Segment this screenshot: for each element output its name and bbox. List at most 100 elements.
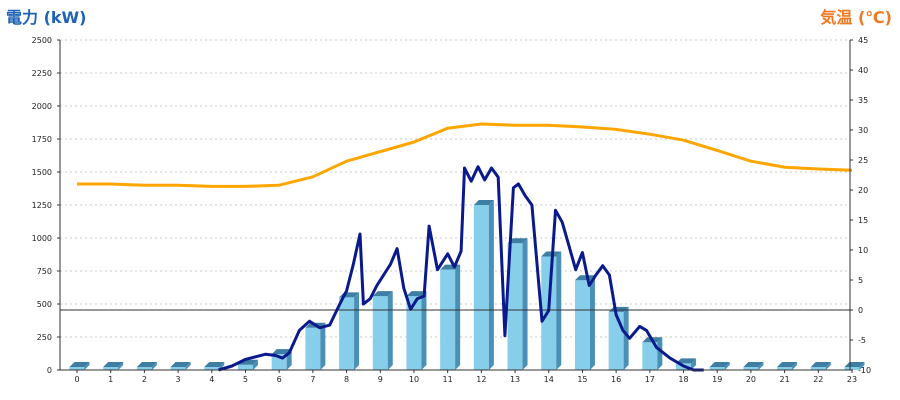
left-tick-label: 500 <box>37 300 52 309</box>
power-bar-side <box>252 359 258 370</box>
power-bar <box>844 367 860 370</box>
x-tick-label: 17 <box>645 375 655 384</box>
power-bar-top <box>473 200 494 205</box>
left-tick-label: 1500 <box>32 168 52 177</box>
power-bar-side <box>151 362 157 370</box>
power-bar <box>204 367 220 370</box>
x-tick-label: 7 <box>310 375 315 384</box>
left-axis-title: 電力 (kW) <box>6 8 87 27</box>
power-bar <box>136 367 152 370</box>
power-bar-side <box>589 275 595 370</box>
temperature-line <box>77 122 853 188</box>
power-bar-side <box>691 358 697 370</box>
power-bar <box>574 280 590 370</box>
power-bar-top <box>777 362 798 367</box>
x-tick-label: 21 <box>780 375 790 384</box>
left-tick-label: 750 <box>37 267 52 276</box>
x-axis-ticks: 0 1 2 3 4 5 6 7 8 9 10 11 12 13 14 15 16 17 18 19 20 21 22 23 <box>74 370 857 384</box>
power-bar <box>305 327 321 370</box>
right-tick-label: 20 <box>858 186 868 195</box>
power-bar-side <box>320 322 326 370</box>
power-bar-side <box>185 362 191 370</box>
power-bar <box>406 296 422 370</box>
right-tick-label: 10 <box>858 246 868 255</box>
power-bar-side <box>522 238 528 370</box>
right-tick-label: 30 <box>858 126 868 135</box>
power-bar-top <box>271 349 292 355</box>
right-axis-title: 気温 (℃) <box>820 8 892 27</box>
power-bar <box>339 297 355 370</box>
right-tick-label: 25 <box>858 156 868 165</box>
power-bar <box>709 367 725 370</box>
power-bar <box>507 243 523 370</box>
power-bar-top <box>170 362 191 367</box>
right-tick-label: -5 <box>858 336 866 345</box>
x-tick-label: 22 <box>813 375 823 384</box>
right-tick-label: 40 <box>858 66 868 75</box>
power-bar-side <box>354 292 360 370</box>
power-bar <box>440 269 456 370</box>
left-tick-label: 2250 <box>32 69 52 78</box>
right-tick-label: 45 <box>858 36 868 45</box>
power-bar <box>372 296 388 370</box>
power-bar <box>237 364 253 370</box>
power-bar-top <box>810 362 831 367</box>
power-bar <box>69 367 85 370</box>
left-tick-label: 1250 <box>32 201 52 210</box>
power-bar-side <box>758 362 764 370</box>
x-tick-label: 16 <box>611 375 621 384</box>
left-tick-label: 2000 <box>32 102 52 111</box>
left-tick-label: 1750 <box>32 135 52 144</box>
power-bar-side <box>556 251 562 370</box>
power-demand-line <box>218 165 704 372</box>
series-lines <box>77 122 853 372</box>
x-tick-label: 14 <box>544 375 554 384</box>
power-bar-side <box>859 362 865 370</box>
x-tick-label: 12 <box>476 375 486 384</box>
right-tick-label: -10 <box>858 366 871 375</box>
power-bar <box>608 311 624 370</box>
x-tick-label: 0 <box>74 375 79 384</box>
power-bars <box>69 200 865 370</box>
power-bar-top <box>372 291 393 297</box>
power-bar-side <box>623 306 629 370</box>
left-tick-label: 250 <box>37 333 52 342</box>
x-tick-label: 10 <box>409 375 419 384</box>
x-tick-label: 6 <box>277 375 282 384</box>
power-bar-top <box>743 362 764 367</box>
power-bar-side <box>724 362 730 370</box>
power-bar-side <box>118 362 124 370</box>
power-bar <box>103 367 119 370</box>
power-bar-top <box>406 291 427 297</box>
power-bar-side <box>792 362 798 370</box>
power-bar-top <box>103 362 124 367</box>
right-tick-label: 0 <box>858 306 863 315</box>
left-tick-label: 2500 <box>32 36 52 45</box>
x-tick-label: 1 <box>108 375 113 384</box>
power-bar-top <box>676 358 697 364</box>
x-tick-label: 13 <box>510 375 520 384</box>
power-bar-top <box>69 362 90 367</box>
power-bar <box>473 205 489 370</box>
power-bar <box>743 367 759 370</box>
power-bar <box>777 367 793 370</box>
x-tick-label: 19 <box>712 375 722 384</box>
power-bar-top <box>507 238 528 244</box>
x-tick-label: 23 <box>847 375 857 384</box>
power-bar-side <box>455 264 461 370</box>
power-bar-top <box>574 275 595 281</box>
x-tick-label: 11 <box>443 375 453 384</box>
power-bar-top <box>136 362 157 367</box>
right-tick-label: 15 <box>858 216 868 225</box>
x-tick-label: 15 <box>577 375 587 384</box>
x-tick-label: 20 <box>746 375 756 384</box>
left-tick-label: 1000 <box>32 234 52 243</box>
power-bar-top <box>204 362 225 367</box>
power-bar <box>810 367 826 370</box>
right-axis-ticks: -10 -5 0 5 10 15 20 25 30 35 40 45 <box>850 36 871 375</box>
x-tick-label: 9 <box>378 375 383 384</box>
left-axis-ticks: 0 250 500 750 1000 1250 1500 1750 2000 2250 2500 <box>32 36 60 375</box>
power-bar-side <box>387 291 393 370</box>
x-tick-label: 8 <box>344 375 349 384</box>
